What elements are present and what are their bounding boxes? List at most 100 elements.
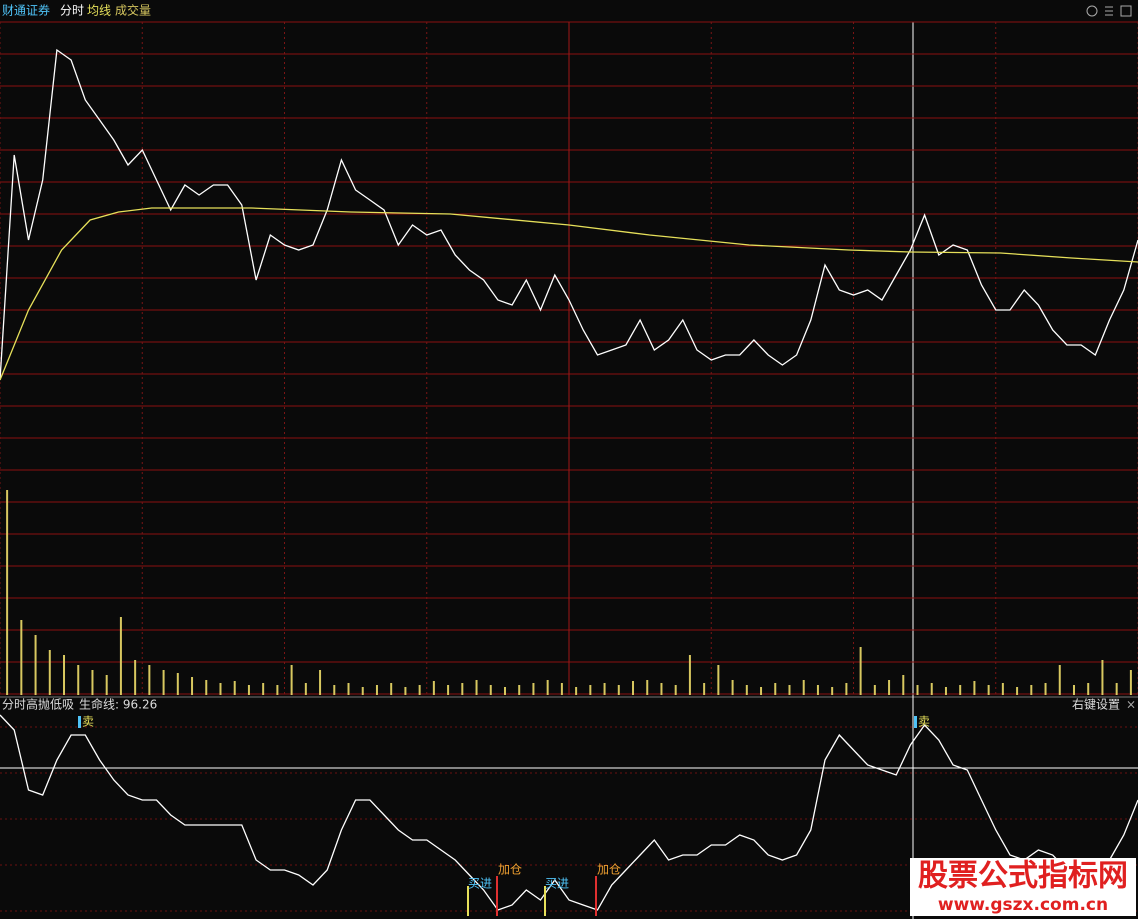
volume-bar	[589, 685, 592, 695]
volume-bar	[575, 687, 578, 695]
volume-bar	[461, 683, 464, 695]
volume-bar	[290, 665, 293, 695]
broker: 财通证券	[2, 3, 50, 18]
add-signal: 加仓	[597, 863, 621, 877]
volume-bar	[63, 655, 66, 695]
volume-bar	[247, 685, 250, 695]
life-line: 生命线: 96.26	[79, 697, 157, 712]
volume-bar	[703, 683, 706, 695]
volume-bar	[831, 687, 834, 695]
volume-bar	[731, 680, 734, 695]
volume-bar	[760, 687, 763, 695]
volume-bar	[503, 687, 506, 695]
signal-bar	[595, 876, 597, 916]
volume-bar	[532, 683, 535, 695]
volume-bar	[489, 685, 492, 695]
volume-bar	[1129, 670, 1132, 695]
volume-bar	[1016, 687, 1019, 695]
volume-bar	[1101, 660, 1104, 695]
volume-bar	[1058, 665, 1061, 695]
volume-bar	[1030, 685, 1033, 695]
settings[interactable]: 右键设置	[1072, 697, 1120, 712]
volume-bar	[162, 670, 165, 695]
volume-bar	[447, 685, 450, 695]
volume-bar	[319, 670, 322, 695]
avg-label[interactable]: 均线	[87, 4, 111, 18]
signal-bar	[914, 716, 917, 728]
watermark-title: 股票公式指标网	[918, 859, 1128, 894]
volume-bar	[105, 675, 108, 695]
volume-bar	[176, 673, 179, 695]
volume-bar	[660, 683, 663, 695]
volume-bar	[390, 683, 393, 695]
volume-bar	[859, 647, 862, 695]
volume-bar	[930, 683, 933, 695]
volume-bar	[802, 680, 805, 695]
volume-bar	[34, 635, 37, 695]
close[interactable]: ×	[1126, 698, 1136, 712]
volume-bar	[745, 685, 748, 695]
mode[interactable]: 分时	[60, 4, 84, 18]
volume-bar	[646, 680, 649, 695]
volume-bar	[674, 685, 677, 695]
volume-bar	[1072, 685, 1075, 695]
marks	[0, 21, 1138, 912]
line-series	[0, 48, 1138, 381]
volume-bar	[304, 683, 307, 695]
volume-bar	[361, 687, 364, 695]
volume-bar	[987, 685, 990, 695]
volume-bar	[134, 660, 137, 695]
volume-bar	[191, 677, 194, 695]
volume-bar	[375, 685, 378, 695]
volume-bar	[688, 655, 691, 695]
volume-bar	[1044, 683, 1047, 695]
volume-bar	[347, 683, 350, 695]
watermark-box	[910, 858, 1136, 916]
add-signal: 加仓	[498, 863, 522, 877]
volume-bar	[432, 681, 435, 695]
volume-bar	[91, 670, 94, 695]
volume-bar	[546, 680, 549, 695]
button[interactable]	[1086, 5, 1098, 17]
sell-signal: 卖	[918, 715, 930, 729]
volume-bar	[233, 681, 236, 695]
volume-bar	[944, 687, 947, 695]
volume-bar	[404, 687, 407, 695]
volume-bar	[959, 685, 962, 695]
line-series	[0, 714, 1138, 911]
volume-bar	[1087, 683, 1090, 695]
volume-bar	[873, 685, 876, 695]
volume-bar	[77, 665, 80, 695]
volume-bar	[418, 685, 421, 695]
volume-bar	[916, 685, 919, 695]
window-buttons[interactable]	[1086, 5, 1132, 17]
volume-bar	[717, 665, 720, 695]
volume-bar	[20, 620, 23, 695]
indicator-name: 分时高抛低吸	[2, 697, 74, 712]
volume-bar	[632, 681, 635, 695]
volume-bar	[475, 680, 478, 695]
volume-bar	[6, 490, 9, 695]
volume-bar	[1001, 683, 1004, 695]
volume-bar	[119, 617, 122, 695]
volume-bar	[603, 683, 606, 695]
volume-bar	[262, 683, 265, 695]
signal-bar	[467, 886, 469, 916]
volume-bar	[518, 685, 521, 695]
volume-bar	[617, 685, 620, 695]
signal-bar	[496, 876, 498, 916]
volume-bar	[973, 681, 976, 695]
button[interactable]	[1120, 5, 1132, 17]
signal-bar	[78, 716, 81, 728]
volume-bar	[1115, 683, 1118, 695]
button[interactable]	[1105, 6, 1113, 16]
volume-bar	[333, 685, 336, 695]
buy-signal: 买进	[545, 877, 569, 891]
volume-label[interactable]: 成交量	[115, 3, 151, 18]
volume-bar	[788, 685, 791, 695]
volume-bar	[845, 683, 848, 695]
line-series	[0, 207, 1138, 381]
volume-bar	[205, 680, 208, 695]
volume-bar	[774, 683, 777, 695]
